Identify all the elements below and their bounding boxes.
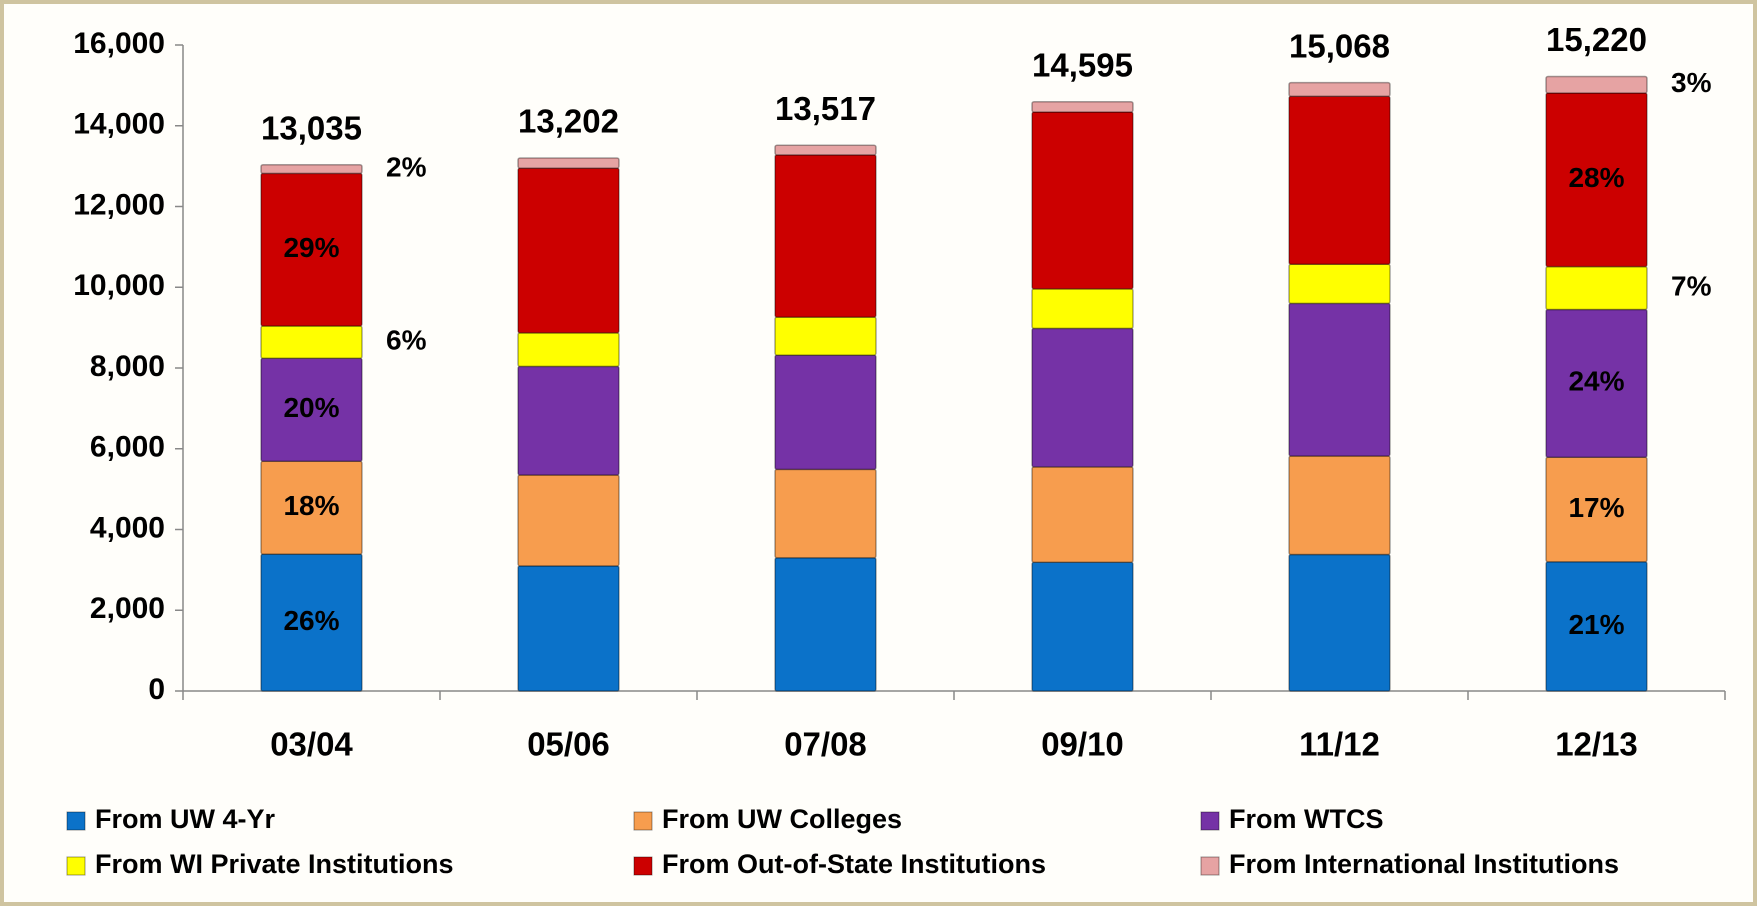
legend-label: From WTCS xyxy=(1229,804,1384,834)
bar-segment xyxy=(1288,263,1391,305)
bar-segment xyxy=(517,474,620,567)
legend-label: From Out-of-State Institutions xyxy=(662,849,1046,879)
data-label: 24% xyxy=(1568,366,1624,397)
data-label: 18% xyxy=(283,490,339,521)
bar-segment xyxy=(1288,302,1391,457)
legend-swatch xyxy=(66,856,86,876)
legend-swatch xyxy=(1200,856,1220,876)
y-tick-label: 2,000 xyxy=(90,592,165,625)
total-label: 13,035 xyxy=(261,109,362,146)
bar-segment xyxy=(260,172,363,327)
bar-segment xyxy=(517,157,620,169)
bar-segment xyxy=(1031,111,1134,290)
bar-segment xyxy=(774,354,877,471)
data-label: 7% xyxy=(1671,270,1712,301)
legend-swatch xyxy=(1200,811,1220,831)
bar-segment xyxy=(774,144,877,156)
data-label: 17% xyxy=(1568,492,1624,523)
bar-segment xyxy=(1545,265,1648,311)
y-tick-label: 6,000 xyxy=(90,431,165,464)
bar-segment xyxy=(260,325,363,360)
data-label: 29% xyxy=(283,232,339,263)
data-label: 2% xyxy=(386,151,427,182)
bar-segment xyxy=(1288,455,1391,556)
bar-segment xyxy=(774,316,877,356)
data-label: 6% xyxy=(386,325,427,356)
total-label: 13,202 xyxy=(518,103,619,140)
bar-segment xyxy=(1288,553,1391,692)
bar-segment xyxy=(774,557,877,692)
bar-segment xyxy=(517,565,620,692)
x-tick-label: 11/12 xyxy=(1299,726,1380,763)
y-tick-label: 0 xyxy=(148,673,165,706)
y-tick-label: 4,000 xyxy=(90,511,165,544)
total-label: 14,595 xyxy=(1032,46,1133,83)
x-tick-label: 12/13 xyxy=(1555,726,1638,763)
legend-swatch xyxy=(633,811,653,831)
data-label: 26% xyxy=(283,605,339,636)
bar-segment xyxy=(774,154,877,318)
bar-segment xyxy=(517,365,620,476)
legend-label: From WI Private Institutions xyxy=(95,849,454,879)
bar-segment xyxy=(1545,75,1648,94)
bar-segment xyxy=(1031,466,1134,563)
y-tick-label: 14,000 xyxy=(73,108,165,141)
data-label: 20% xyxy=(283,392,339,423)
x-tick-label: 03/04 xyxy=(270,726,353,763)
legend-label: From International Institutions xyxy=(1229,849,1619,879)
x-tick-label: 05/06 xyxy=(527,726,610,763)
y-tick-label: 8,000 xyxy=(90,350,165,383)
bar-segment xyxy=(517,332,620,368)
bar-segment xyxy=(1031,561,1134,692)
legend-label: From UW Colleges xyxy=(662,804,902,834)
bar-segment xyxy=(517,167,620,334)
legend-swatch xyxy=(66,811,86,831)
y-tick-label: 12,000 xyxy=(73,188,165,221)
x-tick-label: 07/08 xyxy=(784,726,867,763)
x-tick-label: 09/10 xyxy=(1041,726,1124,763)
data-label: 3% xyxy=(1671,67,1712,98)
y-tick-label: 16,000 xyxy=(73,27,165,60)
bar-segment xyxy=(1288,95,1391,265)
bar-segment xyxy=(774,468,877,559)
bar-segment xyxy=(1288,81,1391,98)
data-label: 21% xyxy=(1568,609,1624,640)
total-label: 15,220 xyxy=(1546,21,1647,58)
total-label: 13,517 xyxy=(775,90,876,127)
bar-segment xyxy=(1031,100,1134,113)
legend-swatch xyxy=(633,856,653,876)
total-label: 15,068 xyxy=(1289,27,1390,64)
data-label: 28% xyxy=(1568,162,1624,193)
legend-label: From UW 4-Yr xyxy=(95,804,276,834)
bar-segment xyxy=(260,163,363,175)
y-tick-label: 10,000 xyxy=(73,269,165,302)
bar-segment xyxy=(1031,327,1134,468)
bar-segment xyxy=(1031,288,1134,330)
